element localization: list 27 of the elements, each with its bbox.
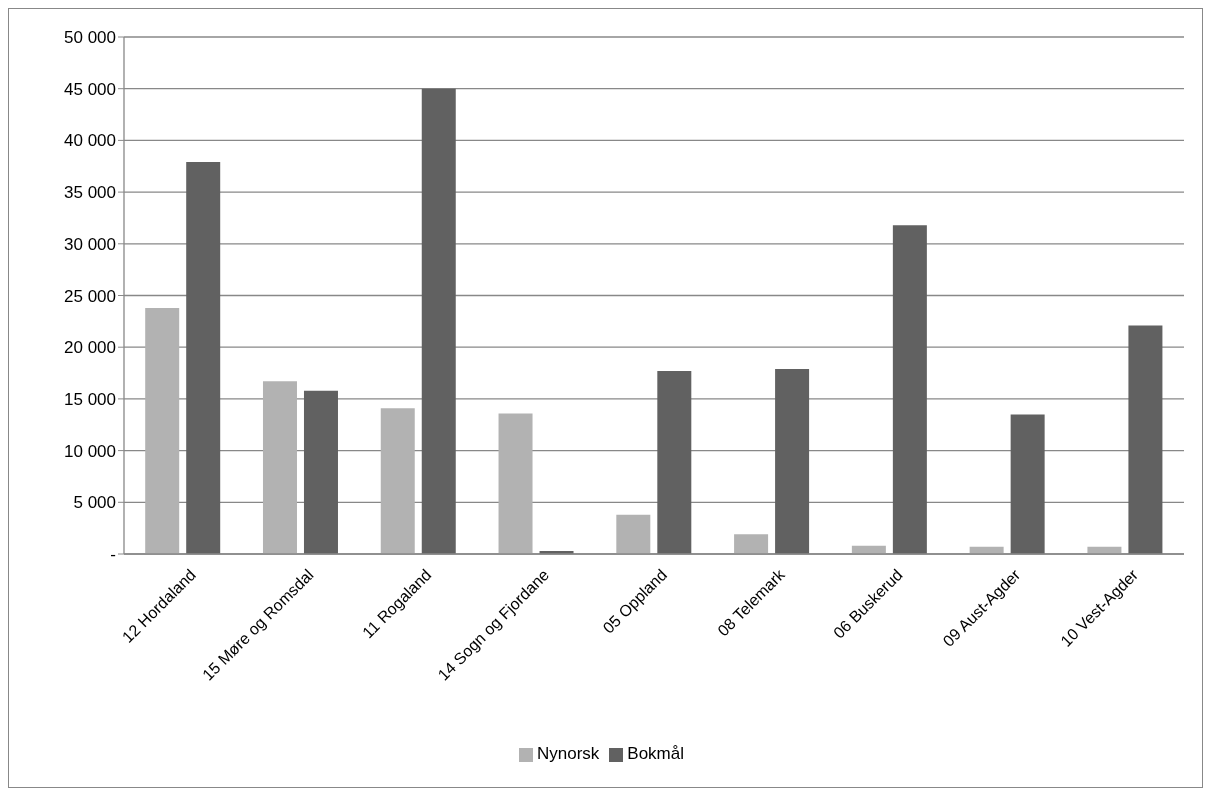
y-tick-label: 10 000 xyxy=(64,441,116,461)
y-tick-label: 35 000 xyxy=(64,183,116,203)
bar xyxy=(380,408,415,554)
legend-label: Nynorsk xyxy=(536,744,600,763)
bar xyxy=(1128,325,1163,554)
y-tick-label: 30 000 xyxy=(64,234,116,254)
bar xyxy=(186,162,221,554)
bar xyxy=(145,307,180,554)
y-tick-label: 25 000 xyxy=(64,286,116,306)
bar xyxy=(421,88,456,554)
bar xyxy=(892,225,927,554)
y-tick-label: 20 000 xyxy=(64,338,116,358)
bar xyxy=(734,534,769,554)
legend-label: Bokmål xyxy=(627,744,685,763)
y-tick-label: 40 000 xyxy=(64,131,116,151)
y-tick-label: 15 000 xyxy=(64,389,116,409)
y-tick-label: 50 000 xyxy=(64,28,116,48)
bar xyxy=(616,514,651,554)
bar xyxy=(498,413,533,554)
y-tick-label: - xyxy=(110,545,116,565)
bar xyxy=(1010,414,1045,554)
y-tick-label: 5 000 xyxy=(73,493,116,513)
bar xyxy=(262,381,297,554)
y-tick-label: 45 000 xyxy=(64,79,116,99)
bar xyxy=(303,390,338,554)
bar xyxy=(775,368,810,554)
bar xyxy=(657,370,692,554)
